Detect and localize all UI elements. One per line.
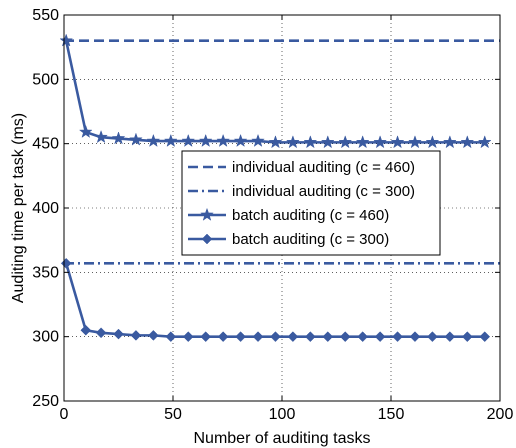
data-point bbox=[182, 331, 194, 343]
y-tick-label: 250 bbox=[32, 393, 59, 410]
data-point bbox=[339, 331, 351, 343]
data-point bbox=[285, 135, 300, 149]
data-point bbox=[425, 135, 440, 149]
data-point bbox=[287, 331, 299, 343]
data-point bbox=[235, 331, 246, 343]
data-point bbox=[251, 133, 265, 147]
data-point bbox=[60, 257, 72, 269]
data-point bbox=[304, 331, 316, 343]
data-point bbox=[129, 132, 143, 146]
data-point bbox=[233, 133, 248, 147]
x-tick-label: 100 bbox=[269, 406, 296, 423]
series-2 bbox=[59, 33, 492, 149]
data-point bbox=[252, 331, 264, 343]
data-point bbox=[163, 133, 178, 147]
data-point bbox=[408, 135, 422, 149]
legend-marker bbox=[200, 207, 214, 221]
y-tick-label: 300 bbox=[32, 329, 59, 346]
x-tick-label: 50 bbox=[164, 406, 182, 423]
series-line bbox=[64, 40, 485, 144]
legend-marker bbox=[201, 233, 213, 245]
data-point bbox=[374, 331, 386, 343]
data-point bbox=[409, 331, 421, 343]
data-point bbox=[427, 331, 438, 343]
data-point bbox=[270, 331, 281, 343]
data-point bbox=[59, 33, 74, 47]
data-point bbox=[477, 135, 492, 149]
data-point bbox=[461, 331, 473, 343]
y-tick-label: 450 bbox=[32, 136, 59, 153]
legend: individual auditing (c = 460) individual … bbox=[181, 150, 441, 256]
x-tick-label: 200 bbox=[487, 406, 514, 423]
data-point bbox=[198, 133, 213, 147]
data-point bbox=[78, 124, 93, 138]
data-point bbox=[130, 330, 142, 341]
x-tick-label: 150 bbox=[378, 406, 405, 423]
data-point bbox=[200, 331, 212, 343]
data-point bbox=[390, 135, 405, 149]
data-point bbox=[80, 324, 92, 336]
data-point bbox=[322, 331, 334, 343]
data-point bbox=[303, 135, 318, 149]
data-point bbox=[146, 133, 161, 147]
legend-entry: individual auditing (c = 300) bbox=[188, 183, 415, 200]
legend-label: batch auditing (c = 300) bbox=[232, 231, 389, 248]
y-axis-label: Auditing time per task (ms) bbox=[10, 113, 27, 303]
axis-ticks: 250 300 350 400 450 500 550 0 50 100 150 200 bbox=[32, 7, 513, 423]
y-tick-label: 350 bbox=[32, 264, 59, 281]
data-point bbox=[181, 133, 196, 147]
legend-label: individual auditing (c = 300) bbox=[232, 183, 415, 200]
y-tick-label: 500 bbox=[32, 71, 59, 88]
data-point bbox=[113, 328, 124, 340]
legend-label: individual auditing (c = 460) bbox=[232, 159, 415, 176]
x-tick-label: 0 bbox=[60, 406, 69, 423]
legend-label: batch auditing (c = 460) bbox=[232, 207, 389, 224]
data-point bbox=[355, 135, 370, 149]
data-point bbox=[444, 331, 456, 343]
data-point bbox=[320, 135, 335, 149]
data-point bbox=[373, 135, 388, 149]
data-point bbox=[165, 331, 177, 343]
data-point bbox=[111, 131, 126, 145]
data-point bbox=[338, 135, 353, 149]
legend-entry: batch auditing (c = 300) bbox=[188, 231, 389, 248]
data-point bbox=[460, 135, 475, 149]
x-axis-label: Number of auditing tasks bbox=[194, 430, 371, 447]
data-point bbox=[392, 331, 403, 343]
data-point bbox=[95, 327, 107, 339]
data-point bbox=[357, 331, 369, 343]
data-point bbox=[216, 133, 231, 147]
data-point bbox=[479, 331, 491, 343]
data-point bbox=[148, 330, 159, 341]
legend-entry: individual auditing (c = 460) bbox=[188, 159, 415, 176]
series-line bbox=[64, 262, 485, 338]
data-point bbox=[268, 135, 283, 149]
data-point bbox=[94, 129, 108, 144]
y-tick-label: 400 bbox=[32, 200, 59, 217]
data-point bbox=[442, 135, 457, 149]
legend-box bbox=[181, 150, 441, 256]
legend-entry: batch auditing (c = 460) bbox=[188, 207, 389, 224]
series-3 bbox=[60, 257, 491, 343]
data-point bbox=[217, 331, 229, 343]
y-tick-label: 550 bbox=[32, 7, 59, 24]
series-layer bbox=[59, 33, 500, 343]
